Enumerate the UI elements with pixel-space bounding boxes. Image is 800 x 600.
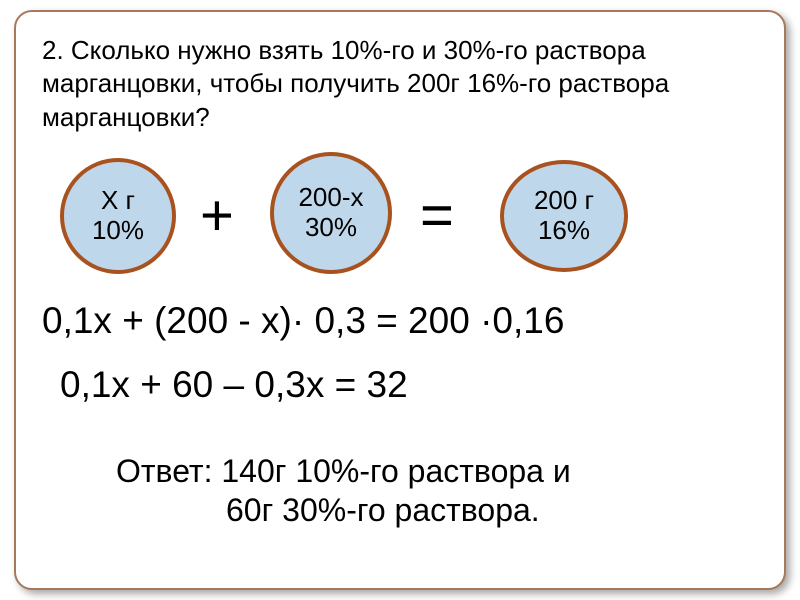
- equation-line-2: 0,1х + 60 – 0,3х = 32: [60, 364, 408, 406]
- diagram-row: Х г 10% + 200-х 30% = 200 г 16%: [60, 152, 760, 282]
- answer-line-1: Ответ: 140г 10%-го раствора и: [116, 453, 571, 489]
- equals-operator: =: [420, 182, 454, 249]
- circle-result-mass: 200 г: [534, 186, 594, 216]
- circle-solution-b: 200-х 30%: [270, 152, 392, 274]
- circle-a-mass: Х г: [101, 186, 135, 216]
- slide-frame: 2. Сколько нужно взять 10%-го и 30%-го р…: [14, 10, 786, 590]
- answer-line-2: 60г 30%-го раствора.: [116, 491, 571, 530]
- equation-line-1: 0,1х + (200 - х)· 0,3 = 200 ·0,16: [42, 300, 564, 342]
- circle-result: 200 г 16%: [500, 160, 628, 272]
- circle-b-mass: 200-х: [298, 183, 363, 213]
- problem-statement: 2. Сколько нужно взять 10%-го и 30%-го р…: [42, 34, 772, 134]
- plus-operator: +: [200, 182, 234, 249]
- circle-a-percent: 10%: [92, 216, 144, 246]
- circle-solution-a: Х г 10%: [60, 158, 176, 274]
- circle-result-percent: 16%: [538, 216, 590, 246]
- circle-b-percent: 30%: [305, 213, 357, 243]
- answer-block: Ответ: 140г 10%-го раствора и 60г 30%-го…: [116, 452, 571, 530]
